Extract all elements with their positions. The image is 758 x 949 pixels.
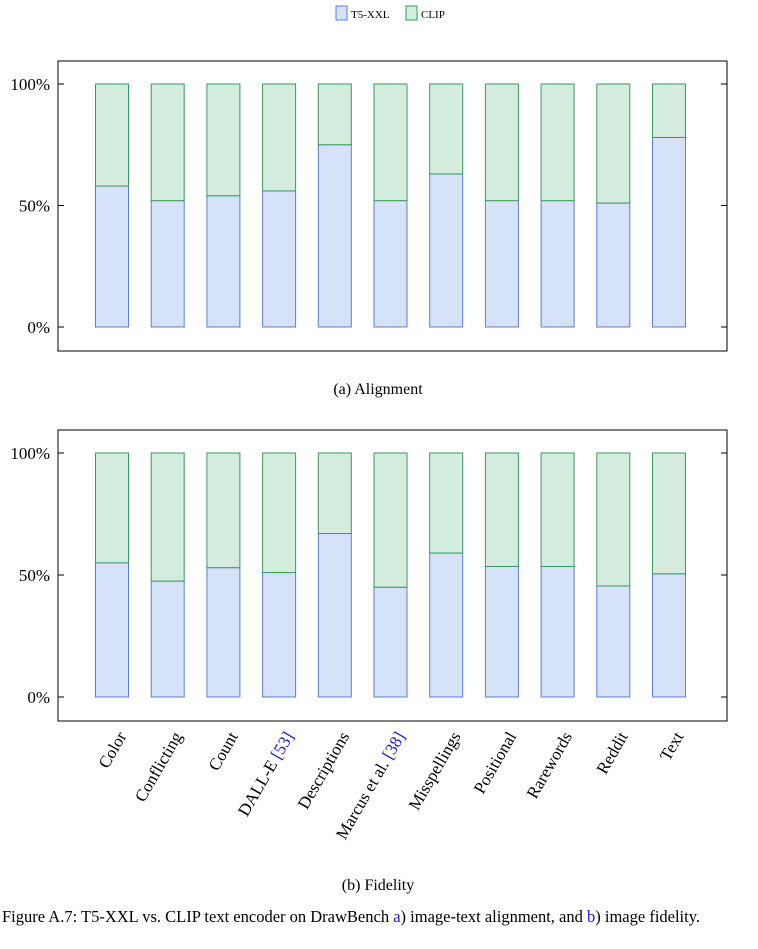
bar-clip-reddit: [596, 83, 631, 204]
caption-middle: ) image-text alignment, and: [400, 907, 588, 926]
y-tick-label: 0%: [27, 318, 50, 337]
bar-clip-text: [652, 452, 686, 575]
subcaption-fidelity: (b) Fidelity: [342, 877, 414, 894]
x-tick-label-conflicting: Conflicting: [131, 728, 186, 805]
bar-t5-xxl-marcus-et-al-38: [373, 586, 408, 698]
bar-t5-xxl-dall-e-53: [262, 190, 297, 328]
bar-clip-positional: [484, 83, 519, 202]
bar-clip-reddit: [596, 452, 631, 587]
bar-clip-count: [206, 83, 241, 197]
legend-swatch-clip: [405, 5, 418, 21]
x-tick-label-text: Text: [656, 728, 688, 764]
bar-t5-xxl-count: [206, 195, 241, 328]
y-tick-label: 50%: [19, 197, 50, 216]
bar-clip-text: [652, 83, 686, 138]
bar-clip-dall-e-53: [262, 83, 297, 192]
caption-ref-b[interactable]: b: [587, 907, 596, 926]
bar-clip-marcus-et-al-38: [373, 452, 408, 588]
legend: T5-XXL CLIP: [335, 5, 445, 21]
figure-caption: Figure A.7: T5-XXL vs. CLIP text encoder…: [2, 907, 758, 926]
bar-clip-rarewords: [540, 452, 575, 567]
x-tick-label-color: Color: [95, 728, 131, 771]
x-tick-label-reddit: Reddit: [593, 728, 632, 777]
bar-clip-conflicting: [150, 452, 185, 582]
bar-clip-descriptions: [317, 83, 352, 146]
bar-t5-xxl-descriptions: [317, 533, 352, 698]
bar-t5-xxl-text: [652, 573, 686, 698]
bar-t5-xxl-misspellings: [429, 552, 464, 698]
bar-clip-rarewords: [540, 83, 575, 202]
subcaption-alignment: (a) Alignment: [333, 381, 423, 398]
x-tick-label-positional: Positional: [470, 728, 521, 797]
bar-t5-xxl-conflicting: [150, 200, 185, 328]
bar-clip-descriptions: [317, 452, 352, 535]
bar-clip-color: [95, 452, 129, 564]
bar-t5-xxl-reddit: [596, 585, 631, 698]
bar-clip-misspellings: [429, 83, 464, 175]
bar-t5-xxl-descriptions: [317, 144, 352, 328]
fidelity-chart: 0% 50% 100%: [10, 429, 728, 722]
figure: T5-XXL CLIP 0% 50% 100% (a) Alignment 0% 50…: [10, 5, 728, 894]
y-tick-label: 100%: [10, 75, 50, 94]
bar-t5-xxl-count: [206, 567, 241, 698]
x-tick-label-misspellings: Misspellings: [405, 729, 465, 814]
bar-t5-xxl-color: [95, 185, 129, 328]
bar-t5-xxl-conflicting: [150, 580, 185, 698]
alignment-chart: 0% 50% 100%: [10, 60, 728, 352]
bar-t5-xxl-color: [95, 562, 129, 698]
legend-swatch-t5-xxl: [335, 5, 348, 21]
bar-t5-xxl-positional: [484, 565, 519, 698]
bar-clip-misspellings: [429, 452, 464, 554]
y-tick-label: 50%: [19, 566, 50, 585]
bar-t5-xxl-rarewords: [540, 200, 575, 328]
bar-t5-xxl-positional: [484, 200, 519, 328]
legend-label-t5-xxl: T5-XXL: [351, 9, 390, 21]
caption-suffix: ) image fidelity.: [595, 907, 701, 926]
bar-t5-xxl-text: [652, 136, 686, 328]
x-tick-label-count: Count: [205, 728, 242, 774]
bar-t5-xxl-marcus-et-al-38: [373, 200, 408, 328]
y-tick-label: 0%: [27, 688, 50, 707]
y-tick-label: 100%: [10, 444, 50, 463]
caption-prefix: Figure A.7: T5-XXL vs. CLIP text encoder…: [2, 907, 394, 926]
bar-t5-xxl-misspellings: [429, 173, 464, 328]
bar-t5-xxl-dall-e-53: [262, 572, 297, 698]
x-tick-label-rarewords: Rarewords: [523, 729, 576, 802]
caption-ref-a[interactable]: a: [393, 907, 401, 926]
bar-clip-marcus-et-al-38: [373, 83, 408, 202]
bar-clip-dall-e-53: [262, 452, 297, 574]
bar-t5-xxl-reddit: [596, 202, 631, 328]
bar-clip-color: [95, 83, 129, 187]
bar-t5-xxl-rarewords: [540, 565, 575, 698]
x-tick-label-dall-e-53: DALL-E [53]: [234, 729, 297, 820]
legend-label-clip: CLIP: [421, 9, 445, 21]
bar-clip-count: [206, 452, 241, 569]
x-tick-label-descriptions: Descriptions: [294, 729, 353, 813]
bar-clip-positional: [484, 452, 519, 567]
bar-clip-conflicting: [150, 83, 185, 202]
